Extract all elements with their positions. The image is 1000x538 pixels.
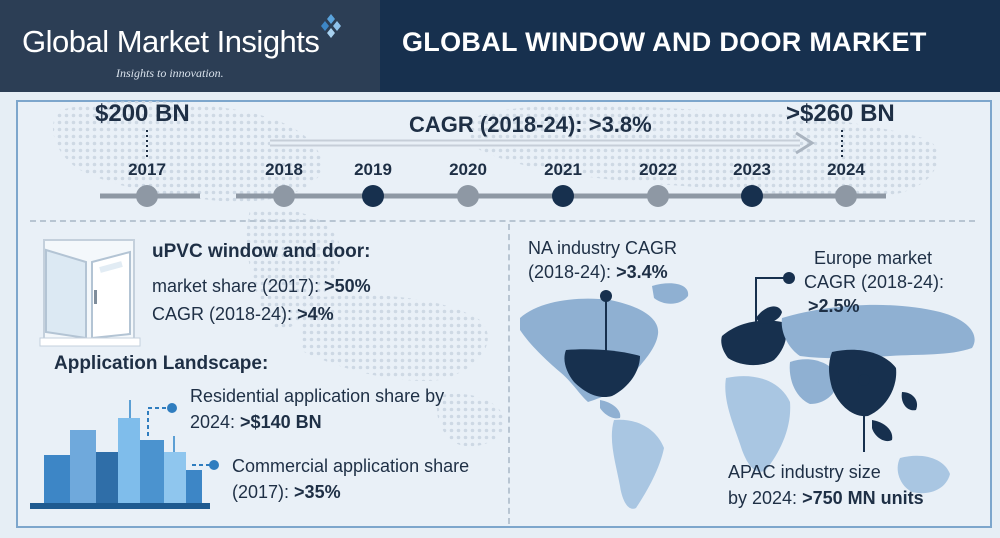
na-label: (2018-24): <box>528 262 617 282</box>
timeline-node-2024 <box>835 185 857 207</box>
apac-value: >750 MN units <box>802 488 924 508</box>
year-label: 2023 <box>733 160 771 179</box>
timeline-node-2017 <box>136 185 158 207</box>
brand-name: Global Market Insights <box>22 24 320 59</box>
year-label: 2020 <box>449 160 487 179</box>
timeline-node-2023 <box>741 185 763 207</box>
residential-line1: Residential application share by <box>190 386 445 406</box>
timeline-node-2022 <box>647 185 669 207</box>
na-line2: (2018-24): >3.4% <box>528 260 668 284</box>
year-label: 2019 <box>354 160 392 179</box>
end-value: >$260 BN <box>786 100 895 127</box>
commercial-value: >35% <box>294 482 341 502</box>
arrow-head-icon <box>795 131 815 155</box>
dotted-world-map <box>52 100 938 447</box>
year-label: 2017 <box>128 160 166 179</box>
section-divider-vertical <box>508 224 510 524</box>
header-title-bar <box>380 0 1000 92</box>
upvc-cagr-value: >4% <box>297 304 334 324</box>
commercial-line1: Commercial application share <box>232 456 470 476</box>
city-skyline-illustration <box>30 400 210 509</box>
na-value: >3.4% <box>616 262 668 282</box>
commercial-label: (2017): <box>232 482 295 502</box>
commercial-line2: (2017): >35% <box>232 480 341 504</box>
timeline <box>100 130 886 207</box>
eu-line1: Europe market <box>814 248 933 268</box>
upvc-share-label: market share (2017): <box>152 276 325 296</box>
start-value: $200 BN <box>95 100 190 127</box>
cagr-label: CAGR (2018-24): >3.8% <box>409 112 652 137</box>
world-map <box>520 272 975 509</box>
header-brand-bar: Global Market Insights Insights to innov… <box>0 0 380 92</box>
year-label: 2018 <box>265 160 303 179</box>
upvc-share-line: market share (2017): >50% <box>152 274 371 298</box>
upvc-cagr-line: CAGR (2018-24): >4% <box>152 302 334 326</box>
usa-highlight <box>564 349 640 398</box>
apac-label: by 2024: <box>728 488 803 508</box>
timeline-node-2020 <box>457 185 479 207</box>
residential-value: >$140 BN <box>240 412 322 432</box>
window-illustration <box>39 239 141 347</box>
timeline-node-2019 <box>362 185 384 207</box>
na-line1: NA industry CAGR <box>528 238 678 258</box>
section-divider <box>30 220 975 222</box>
upvc-cagr-label: CAGR (2018-24): <box>152 304 298 324</box>
year-label: 2022 <box>639 160 677 179</box>
eu-value: >2.5% <box>808 296 860 316</box>
timeline-node-2021 <box>552 185 574 207</box>
year-label: 2024 <box>827 160 865 179</box>
page-title: GLOBAL WINDOW AND DOOR MARKET <box>402 27 927 57</box>
logo-diamonds-icon <box>321 14 341 38</box>
upvc-heading: uPVC window and door: <box>152 241 371 262</box>
year-label: 2021 <box>544 160 582 179</box>
residential-line2: 2024: >$140 BN <box>190 410 322 434</box>
brand-tagline: Insights to innovation. <box>116 66 224 80</box>
eu-value-line: >2.5% <box>808 294 860 318</box>
europe-highlight <box>721 320 787 366</box>
residential-label: 2024: <box>190 412 241 432</box>
bullet-connectors <box>147 403 219 470</box>
application-heading: Application Landscape: <box>54 353 269 374</box>
eu-line2: CAGR (2018-24): <box>804 272 945 292</box>
apac-line1: APAC industry size <box>728 462 881 482</box>
apac-line2: by 2024: >750 MN units <box>728 486 924 510</box>
upvc-share-value: >50% <box>324 276 371 296</box>
timeline-node-2018 <box>273 185 295 207</box>
